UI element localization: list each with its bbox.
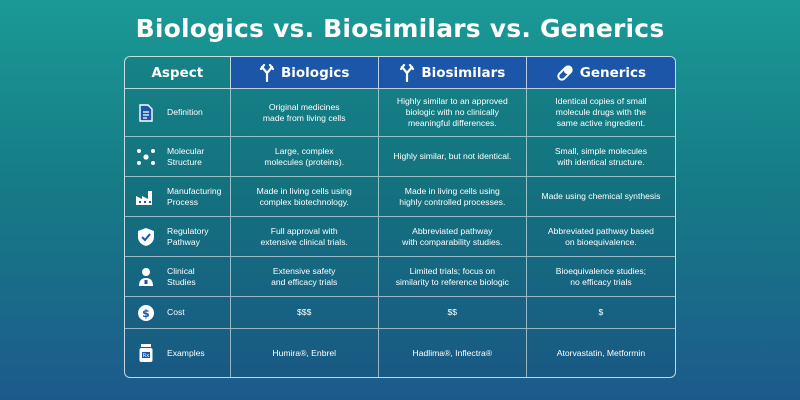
- biosimilars-cell: Made in living cells using highly contro…: [379, 177, 527, 216]
- antibody-icon: [259, 63, 275, 82]
- aspect-cell: Regulatory Pathway: [125, 217, 231, 256]
- factory-icon: [135, 188, 157, 206]
- header-generics: Generics: [526, 57, 675, 89]
- header-biosimilars-label: Biosimilars: [421, 64, 506, 81]
- biologics-cell: $$$: [231, 297, 379, 328]
- generics-cell: Identical copies of small molecule drugs…: [555, 96, 647, 128]
- generics-cell: $: [598, 307, 604, 317]
- aspect-cell: Manufacturing Process: [125, 177, 231, 216]
- header-biologics-label: Biologics: [280, 64, 350, 81]
- pill-bottle-icon: Rx: [135, 343, 157, 363]
- generics-cell: Bioequivalence studies; no efficacy tria…: [555, 265, 647, 287]
- document-icon: [135, 103, 157, 122]
- biologics-cell: Extensive safety and efficacy trials: [231, 257, 379, 296]
- aspect-label: Clinical Studies: [167, 265, 196, 287]
- header-biologics: Biologics: [230, 57, 379, 89]
- table-row: Regulatory Pathway Full approval with ext…: [125, 217, 675, 257]
- shield-check-icon: [135, 227, 157, 247]
- aspect-label: Manufacturing Process: [167, 185, 222, 207]
- header-biosimilars: Biosimilars: [378, 57, 527, 89]
- table-row: Molecular Structure Large, complex molecu…: [125, 137, 675, 177]
- clinician-icon: [135, 267, 157, 287]
- aspect-label: Examples: [167, 347, 205, 358]
- aspect-label: Molecular Structure: [167, 145, 205, 167]
- dollar-icon: $: [135, 304, 157, 322]
- aspect-cell: Rx Examples: [125, 329, 231, 377]
- aspect-cell: Clinical Studies: [125, 257, 231, 296]
- svg-text:Rx: Rx: [143, 353, 149, 359]
- biologics-cell: Made in living cells using complex biote…: [231, 177, 379, 216]
- biosimilars-cell: Highly similar, but not identical.: [379, 137, 527, 176]
- table-row: Definition Original medicines made from l…: [125, 89, 675, 137]
- molecule-icon: [135, 148, 157, 166]
- aspect-cell: $ Cost: [125, 297, 231, 328]
- biosimilars-cell: Hadlima®, Inflectra®: [379, 329, 527, 377]
- header-aspect: Aspect: [125, 57, 231, 89]
- svg-text:$: $: [142, 307, 150, 320]
- table-row: Clinical Studies Extensive safety and eff…: [125, 257, 675, 297]
- biosimilars-cell: Abbreviated pathway with comparability s…: [379, 217, 527, 256]
- generics-cell: Atorvastatin, Metformin: [556, 347, 646, 358]
- pill-icon: [556, 64, 574, 82]
- generics-cell: Small, simple molecules with identical s…: [554, 145, 648, 167]
- antibody-icon: [399, 63, 415, 82]
- aspect-label: Cost: [167, 307, 185, 317]
- biosimilars-cell: Highly similar to an approved biologic w…: [379, 89, 527, 136]
- header-generics-label: Generics: [579, 64, 647, 81]
- table-row: $ Cost $$$ $$ $: [125, 297, 675, 329]
- comparison-table: Aspect Biologics Biosimilars Generics De…: [124, 56, 676, 378]
- aspect-label: Definition: [167, 107, 203, 117]
- generics-cell: Made using chemical synthesis: [541, 191, 661, 201]
- table-row: Manufacturing Process Made in living cell…: [125, 177, 675, 217]
- biologics-cell: Large, complex molecules (proteins).: [231, 137, 379, 176]
- page-title: Biologics vs. Biosimilars vs. Generics: [135, 14, 665, 43]
- biosimilars-cell: Limited trials; focus on similarity to r…: [379, 257, 527, 296]
- biosimilars-cell: $$: [379, 297, 527, 328]
- aspect-label: Regulatory Pathway: [167, 225, 209, 247]
- aspect-cell: Molecular Structure: [125, 137, 231, 176]
- biologics-cell: Full approval with extensive clinical tr…: [231, 217, 379, 256]
- table-row: Rx Examples Humira®, Enbrel Hadlima®, Infle…: [125, 329, 675, 377]
- generics-cell: Abbreviated pathway based on bioequivale…: [547, 225, 654, 247]
- biologics-cell: Original medicines made from living cell…: [231, 89, 379, 136]
- table-header: Aspect Biologics Biosimilars Generics: [125, 57, 675, 89]
- biologics-cell: Humira®, Enbrel: [231, 329, 379, 377]
- aspect-cell: Definition: [125, 89, 231, 136]
